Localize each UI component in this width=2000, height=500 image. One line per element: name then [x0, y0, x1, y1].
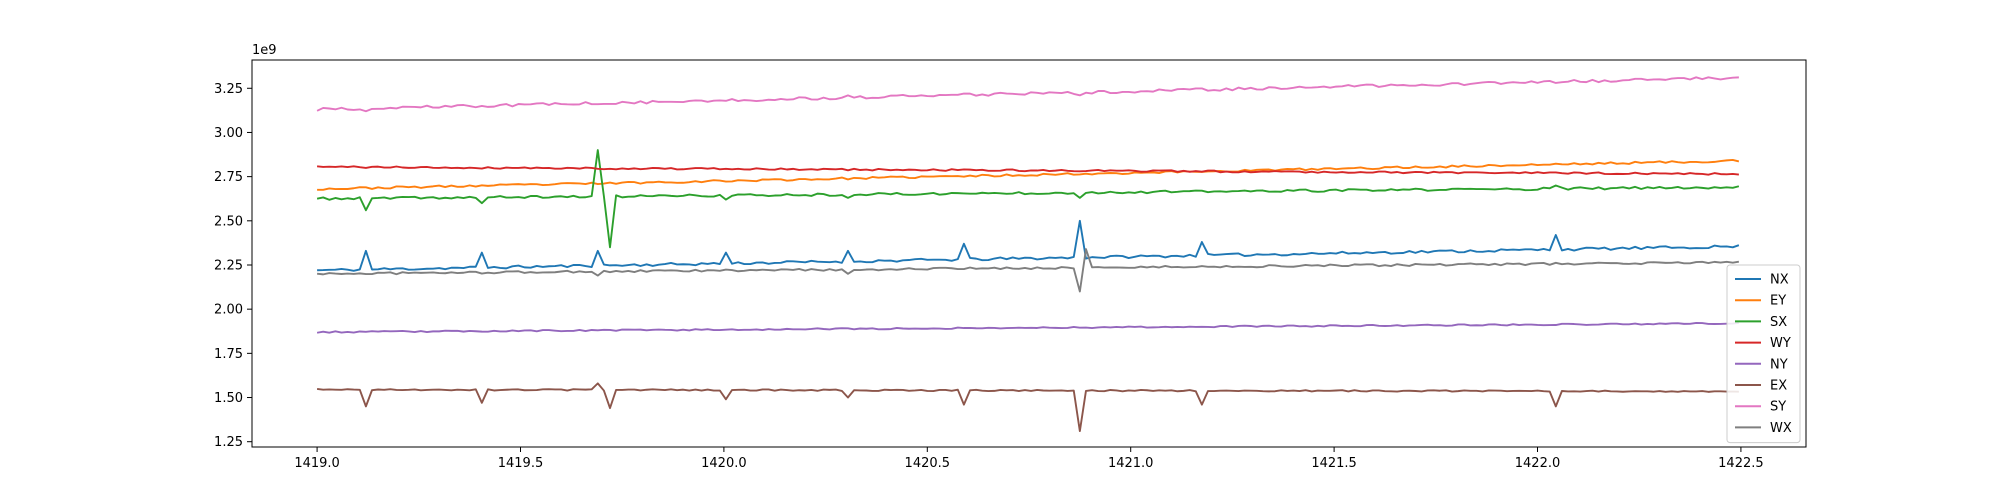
series-line-sy: [316, 76, 1739, 113]
series-line-ny: [316, 321, 1739, 334]
x-tick-label: 1419.0: [294, 456, 340, 471]
legend-label-ny: NY: [1770, 357, 1788, 372]
y-tick-label: 2.00: [214, 303, 243, 318]
y-tick-label: 1.75: [214, 347, 243, 362]
axes: 1419.0 1419.5 1420.0 1420.5 1421.0 1421.5 1422…: [214, 59, 1807, 471]
y-tick-label: 3.25: [214, 82, 243, 97]
series-line-nx: [317, 219, 1740, 272]
legend-label-ey: EY: [1770, 294, 1786, 309]
y-tick-label: 1.50: [214, 391, 243, 406]
series-line-ey: [317, 158, 1740, 191]
legend-label-nx: NX: [1770, 273, 1789, 288]
y-tick-label: 3.00: [214, 126, 243, 141]
y-tick-label: 2.50: [214, 214, 243, 229]
axes-frame: [251, 59, 1807, 448]
legend-label-ex: EX: [1770, 379, 1787, 394]
legend-label-wx: WX: [1770, 421, 1792, 436]
x-tick-label: 1421.5: [1311, 456, 1357, 471]
y-tick-label: 1.25: [214, 435, 243, 450]
y-tick-label: 2.25: [214, 258, 243, 273]
y-offset-text: 1e9: [252, 43, 277, 58]
legend-label-sy: SY: [1770, 400, 1786, 415]
x-tick-label: 1420.0: [701, 456, 747, 471]
legend-frame: [1726, 264, 1801, 444]
x-tick-label: 1422.0: [1515, 456, 1561, 471]
y-tick-label: 2.75: [214, 170, 243, 185]
legend: NX EY SX WY NY EX SY WX: [1726, 264, 1801, 444]
series-line-sx: [316, 149, 1740, 249]
x-tick-label: 1420.5: [905, 456, 951, 471]
x-tick-label: 1422.5: [1718, 456, 1764, 471]
x-tick-label: 1421.0: [1108, 456, 1154, 471]
series-line-wx: [316, 248, 1740, 293]
series-line-wy: [316, 165, 1739, 176]
x-tick-label: 1419.5: [498, 456, 544, 471]
series-line-ex: [316, 382, 1739, 433]
legend-label-wy: WY: [1770, 336, 1791, 351]
legend-label-sx: SX: [1770, 315, 1787, 330]
plot-content: [316, 76, 1740, 433]
